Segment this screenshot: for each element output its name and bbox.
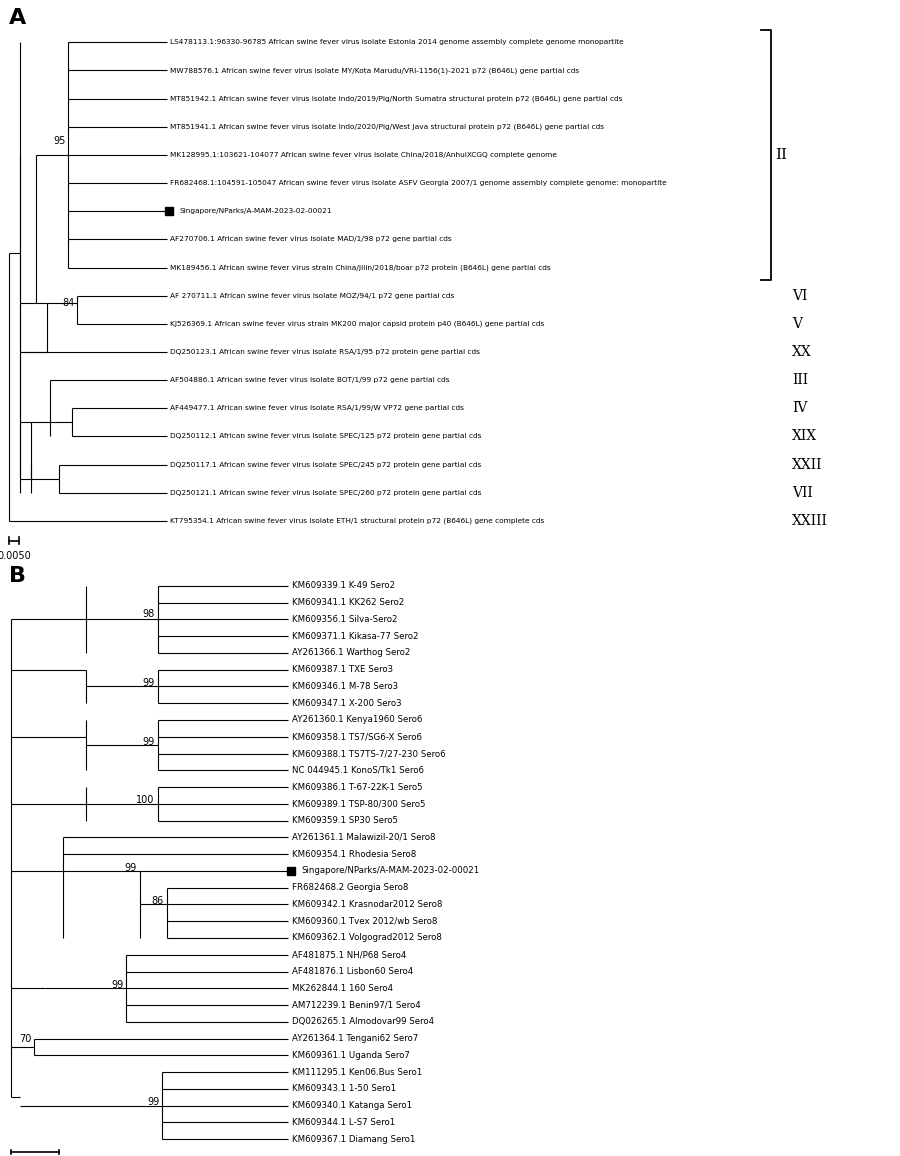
Text: 70: 70 bbox=[19, 1033, 32, 1044]
Text: KM111295.1 Ken06.Bus Sero1: KM111295.1 Ken06.Bus Sero1 bbox=[292, 1068, 422, 1076]
Text: AF 270711.1 African swine fever virus isolate MOZ/94/1 p72 gene partial cds: AF 270711.1 African swine fever virus is… bbox=[170, 292, 454, 298]
Text: AF270706.1 African swine fever virus isolate MAD/1/98 p72 gene partial cds: AF270706.1 African swine fever virus iso… bbox=[170, 236, 452, 243]
Text: KM609346.1 M-78 Sero3: KM609346.1 M-78 Sero3 bbox=[292, 682, 398, 691]
Text: AF481876.1 Lisbon60 Sero4: AF481876.1 Lisbon60 Sero4 bbox=[292, 968, 413, 976]
Text: DQ250123.1 African swine fever virus isolate RSA/1/95 p72 protein gene partial c: DQ250123.1 African swine fever virus iso… bbox=[170, 349, 480, 355]
Text: VII: VII bbox=[792, 486, 813, 499]
Text: MT851942.1 African swine fever virus isolate Indo/2019/Pig/North Sumatra structu: MT851942.1 African swine fever virus iso… bbox=[170, 95, 623, 102]
Text: XXIII: XXIII bbox=[792, 514, 828, 528]
Text: 86: 86 bbox=[151, 896, 164, 906]
Text: 98: 98 bbox=[142, 609, 155, 620]
Text: KM609344.1 L-S7 Sero1: KM609344.1 L-S7 Sero1 bbox=[292, 1118, 395, 1127]
Text: KM609343.1 1-50 Sero1: KM609343.1 1-50 Sero1 bbox=[292, 1084, 396, 1094]
Text: KM609359.1 SP30 Sero5: KM609359.1 SP30 Sero5 bbox=[292, 816, 398, 825]
Text: AF481875.1 NH/P68 Sero4: AF481875.1 NH/P68 Sero4 bbox=[292, 950, 406, 959]
Text: KJ526369.1 African swine fever virus strain MK200 major capsid protein p40 (B646: KJ526369.1 African swine fever virus str… bbox=[170, 320, 544, 327]
Text: AY261366.1 Warthog Sero2: AY261366.1 Warthog Sero2 bbox=[292, 649, 410, 658]
Text: KM609362.1 Volgograd2012 Sero8: KM609362.1 Volgograd2012 Sero8 bbox=[292, 934, 442, 942]
Text: KM609387.1 TXE Sero3: KM609387.1 TXE Sero3 bbox=[292, 665, 392, 674]
Text: AF504886.1 African swine fever virus isolate BOT/1/99 p72 gene partial cds: AF504886.1 African swine fever virus iso… bbox=[170, 377, 450, 383]
Text: LS478113.1:96330-96785 African swine fever virus isolate Estonia 2014 genome ass: LS478113.1:96330-96785 African swine fev… bbox=[170, 39, 624, 45]
Text: AY261361.1 Malawizil-20/1 Sero8: AY261361.1 Malawizil-20/1 Sero8 bbox=[292, 832, 435, 842]
Text: AY261360.1 Kenya1960 Sero6: AY261360.1 Kenya1960 Sero6 bbox=[292, 716, 422, 725]
Text: XX: XX bbox=[792, 344, 812, 360]
Text: KM609340.1 Katanga Sero1: KM609340.1 Katanga Sero1 bbox=[292, 1102, 411, 1110]
Text: NC 044945.1 KonoS/Tk1 Sero6: NC 044945.1 KonoS/Tk1 Sero6 bbox=[292, 765, 424, 775]
Text: KT795354.1 African swine fever virus isolate ETH/1 structural protein p72 (B646L: KT795354.1 African swine fever virus iso… bbox=[170, 518, 544, 524]
Text: DQ250117.1 African swine fever virus isolate SPEC/245 p72 protein gene partial c: DQ250117.1 African swine fever virus iso… bbox=[170, 461, 482, 468]
Text: FR682468.1:104591-105047 African swine fever virus isolate ASFV Georgia 2007/1 g: FR682468.1:104591-105047 African swine f… bbox=[170, 180, 667, 186]
Text: B: B bbox=[9, 565, 26, 586]
Text: III: III bbox=[792, 373, 808, 387]
Text: MT851941.1 African swine fever virus isolate Indo/2020/Pig/West Java structural : MT851941.1 African swine fever virus iso… bbox=[170, 124, 604, 129]
Text: KM609367.1 Diamang Sero1: KM609367.1 Diamang Sero1 bbox=[292, 1135, 415, 1143]
Text: KM609354.1 Rhodesia Sero8: KM609354.1 Rhodesia Sero8 bbox=[292, 850, 416, 859]
Text: 99: 99 bbox=[147, 1097, 159, 1107]
Text: IV: IV bbox=[792, 401, 807, 415]
Text: XIX: XIX bbox=[792, 430, 817, 444]
Text: 100: 100 bbox=[137, 795, 155, 806]
Text: KM609342.1 Krasnodar2012 Sero8: KM609342.1 Krasnodar2012 Sero8 bbox=[292, 901, 442, 909]
Text: KM609339.1 K-49 Sero2: KM609339.1 K-49 Sero2 bbox=[292, 581, 395, 591]
Text: AY261364.1 Tengani62 Sero7: AY261364.1 Tengani62 Sero7 bbox=[292, 1035, 418, 1043]
Text: 84: 84 bbox=[62, 298, 75, 307]
Text: AF449477.1 African swine fever virus isolate RSA/1/99/W VP72 gene partial cds: AF449477.1 African swine fever virus iso… bbox=[170, 406, 464, 412]
Text: Singapore/NParks/A-MAM-2023-02-00021: Singapore/NParks/A-MAM-2023-02-00021 bbox=[180, 208, 333, 214]
Text: KM609358.1 TS7/SG6-X Sero6: KM609358.1 TS7/SG6-X Sero6 bbox=[292, 732, 421, 741]
Text: 95: 95 bbox=[53, 135, 66, 146]
Text: KM609389.1 TSP-80/300 Sero5: KM609389.1 TSP-80/300 Sero5 bbox=[292, 799, 425, 808]
Text: VI: VI bbox=[792, 289, 807, 303]
Text: 99: 99 bbox=[111, 980, 123, 990]
Text: V: V bbox=[792, 317, 802, 331]
Text: MW788576.1 African swine fever virus isolate MY/Kota Marudu/VRI-1156(1)-2021 p72: MW788576.1 African swine fever virus iso… bbox=[170, 67, 580, 74]
Text: XXII: XXII bbox=[792, 458, 823, 472]
Text: KM609361.1 Uganda Sero7: KM609361.1 Uganda Sero7 bbox=[292, 1051, 410, 1060]
Text: 99: 99 bbox=[124, 862, 137, 873]
Text: KM609347.1 X-200 Sero3: KM609347.1 X-200 Sero3 bbox=[292, 698, 401, 707]
Text: 99: 99 bbox=[142, 679, 155, 688]
Text: MK262844.1 160 Sero4: MK262844.1 160 Sero4 bbox=[292, 984, 392, 993]
Text: KM609360.1 Tvex 2012/wb Sero8: KM609360.1 Tvex 2012/wb Sero8 bbox=[292, 917, 437, 926]
Text: KM609341.1 KK262 Sero2: KM609341.1 KK262 Sero2 bbox=[292, 598, 404, 607]
Text: DQ026265.1 Almodovar99 Sero4: DQ026265.1 Almodovar99 Sero4 bbox=[292, 1017, 434, 1027]
Text: II: II bbox=[775, 148, 787, 162]
Text: KM609356.1 Silva-Sero2: KM609356.1 Silva-Sero2 bbox=[292, 615, 397, 624]
Text: Singapore/NParks/A-MAM-2023-02-00021: Singapore/NParks/A-MAM-2023-02-00021 bbox=[302, 866, 480, 875]
Text: DQ250112.1 African swine fever virus isolate SPEC/125 p72 protein gene partial c: DQ250112.1 African swine fever virus iso… bbox=[170, 434, 482, 439]
Text: DQ250121.1 African swine fever virus isolate SPEC/260 p72 protein gene partial c: DQ250121.1 African swine fever virus iso… bbox=[170, 490, 482, 496]
Text: MK128995.1:103621-104077 African swine fever virus isolate China/2018/AnhuiXCGQ : MK128995.1:103621-104077 African swine f… bbox=[170, 151, 557, 158]
Text: KM609388.1 TS7TS-7/27-230 Sero6: KM609388.1 TS7TS-7/27-230 Sero6 bbox=[292, 749, 446, 758]
Text: A: A bbox=[9, 8, 26, 29]
Text: KM609386.1 T-67-22K-1 Sero5: KM609386.1 T-67-22K-1 Sero5 bbox=[292, 783, 422, 792]
Text: FR682468.2 Georgia Sero8: FR682468.2 Georgia Sero8 bbox=[292, 883, 408, 892]
Text: AM712239.1 Benin97/1 Sero4: AM712239.1 Benin97/1 Sero4 bbox=[292, 1001, 420, 1009]
Text: MK189456.1 African swine fever virus strain China/Jilin/2018/boar p72 protein (B: MK189456.1 African swine fever virus str… bbox=[170, 265, 551, 271]
Text: 99: 99 bbox=[142, 736, 155, 747]
Text: KM609371.1 Kikasa-77 Sero2: KM609371.1 Kikasa-77 Sero2 bbox=[292, 631, 418, 640]
Text: 0.0050: 0.0050 bbox=[0, 550, 32, 561]
